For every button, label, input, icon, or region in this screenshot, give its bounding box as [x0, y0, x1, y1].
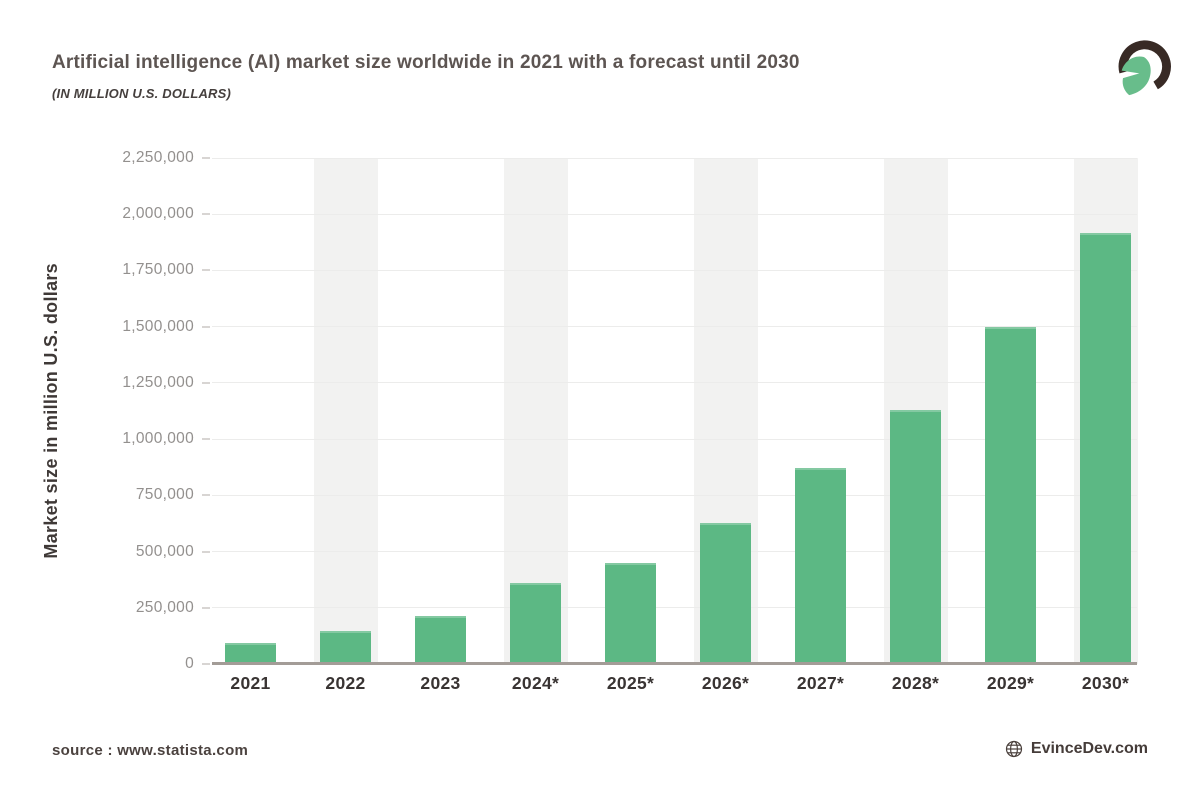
gridline	[212, 551, 1137, 553]
x-axis-label-2022: 2022	[325, 673, 366, 693]
bar-2022	[320, 631, 371, 664]
x-axis-label-2028: 2028*	[891, 673, 940, 693]
y-tick-mark	[202, 494, 210, 497]
y-tick-label: 0	[185, 655, 194, 672]
spartan-helmet-logo	[1118, 40, 1171, 96]
y-tick-label: 250,000	[135, 598, 194, 616]
x-axis-label-2030: 2030*	[1081, 673, 1130, 693]
gridline	[212, 382, 1137, 384]
x-axis-label-2021: 2021	[230, 673, 271, 693]
gridline	[212, 438, 1137, 440]
y-tick-mark	[202, 663, 210, 665]
plot-area	[212, 157, 1138, 665]
y-tick-mark	[202, 381, 210, 384]
column-band-2024	[503, 158, 568, 664]
y-tick-mark	[202, 325, 210, 328]
y-tick-mark	[202, 269, 210, 272]
y-tick-mark	[202, 606, 210, 609]
y-tick-mark	[202, 550, 210, 553]
y-tick-label: 500,000	[135, 542, 194, 560]
bar-2023	[415, 616, 466, 664]
column-band-2022	[313, 158, 378, 664]
bar-2025	[605, 563, 656, 664]
x-axis-line	[212, 662, 1137, 665]
source-link[interactable]: source : www.statista.com	[52, 742, 249, 759]
bar-2027	[795, 468, 846, 664]
x-axis-label-2029: 2029*	[986, 673, 1035, 693]
y-tick-mark	[202, 438, 210, 441]
brand-footer: EvinceDev.com	[1005, 740, 1148, 758]
x-axis-label-2023: 2023	[420, 673, 461, 693]
y-tick-label: 2,000,000	[122, 205, 194, 223]
y-tick-mark	[202, 213, 210, 216]
y-tick-mark	[202, 157, 210, 159]
gridline	[212, 607, 1137, 609]
y-axis-title: Market size in million U.S. dollars	[40, 263, 61, 559]
gridline	[212, 269, 1137, 271]
x-axis-label-2024: 2024*	[511, 673, 560, 693]
bar-2030	[1080, 233, 1131, 664]
globe-icon	[1005, 740, 1023, 758]
gridline	[212, 494, 1137, 496]
y-tick-label: 2,250,000	[122, 149, 194, 166]
gridline	[212, 157, 1137, 159]
y-tick-label: 1,250,000	[122, 373, 194, 391]
bar-2021	[225, 643, 276, 664]
x-axis-label-2026: 2026*	[701, 673, 750, 693]
gridline	[212, 213, 1137, 215]
x-axis-label-2025: 2025*	[606, 673, 655, 693]
bar-2029	[985, 327, 1036, 664]
y-tick-label: 1,500,000	[122, 317, 194, 335]
gridline	[212, 326, 1137, 328]
y-tick-label: 750,000	[135, 486, 194, 504]
brand-link[interactable]: EvinceDev.com	[1030, 740, 1148, 757]
bar-2024	[510, 583, 561, 664]
y-tick-label: 1,000,000	[122, 430, 194, 448]
bar-2028	[890, 410, 941, 664]
chart-subtitle: (IN MILLION U.S. DOLLARS)	[52, 86, 232, 101]
bar-2026	[700, 523, 751, 664]
chart-title: Artificial intelligence (AI) market size…	[52, 52, 800, 73]
x-axis-label-2027: 2027*	[796, 673, 845, 693]
y-tick-label: 1,750,000	[122, 261, 194, 279]
